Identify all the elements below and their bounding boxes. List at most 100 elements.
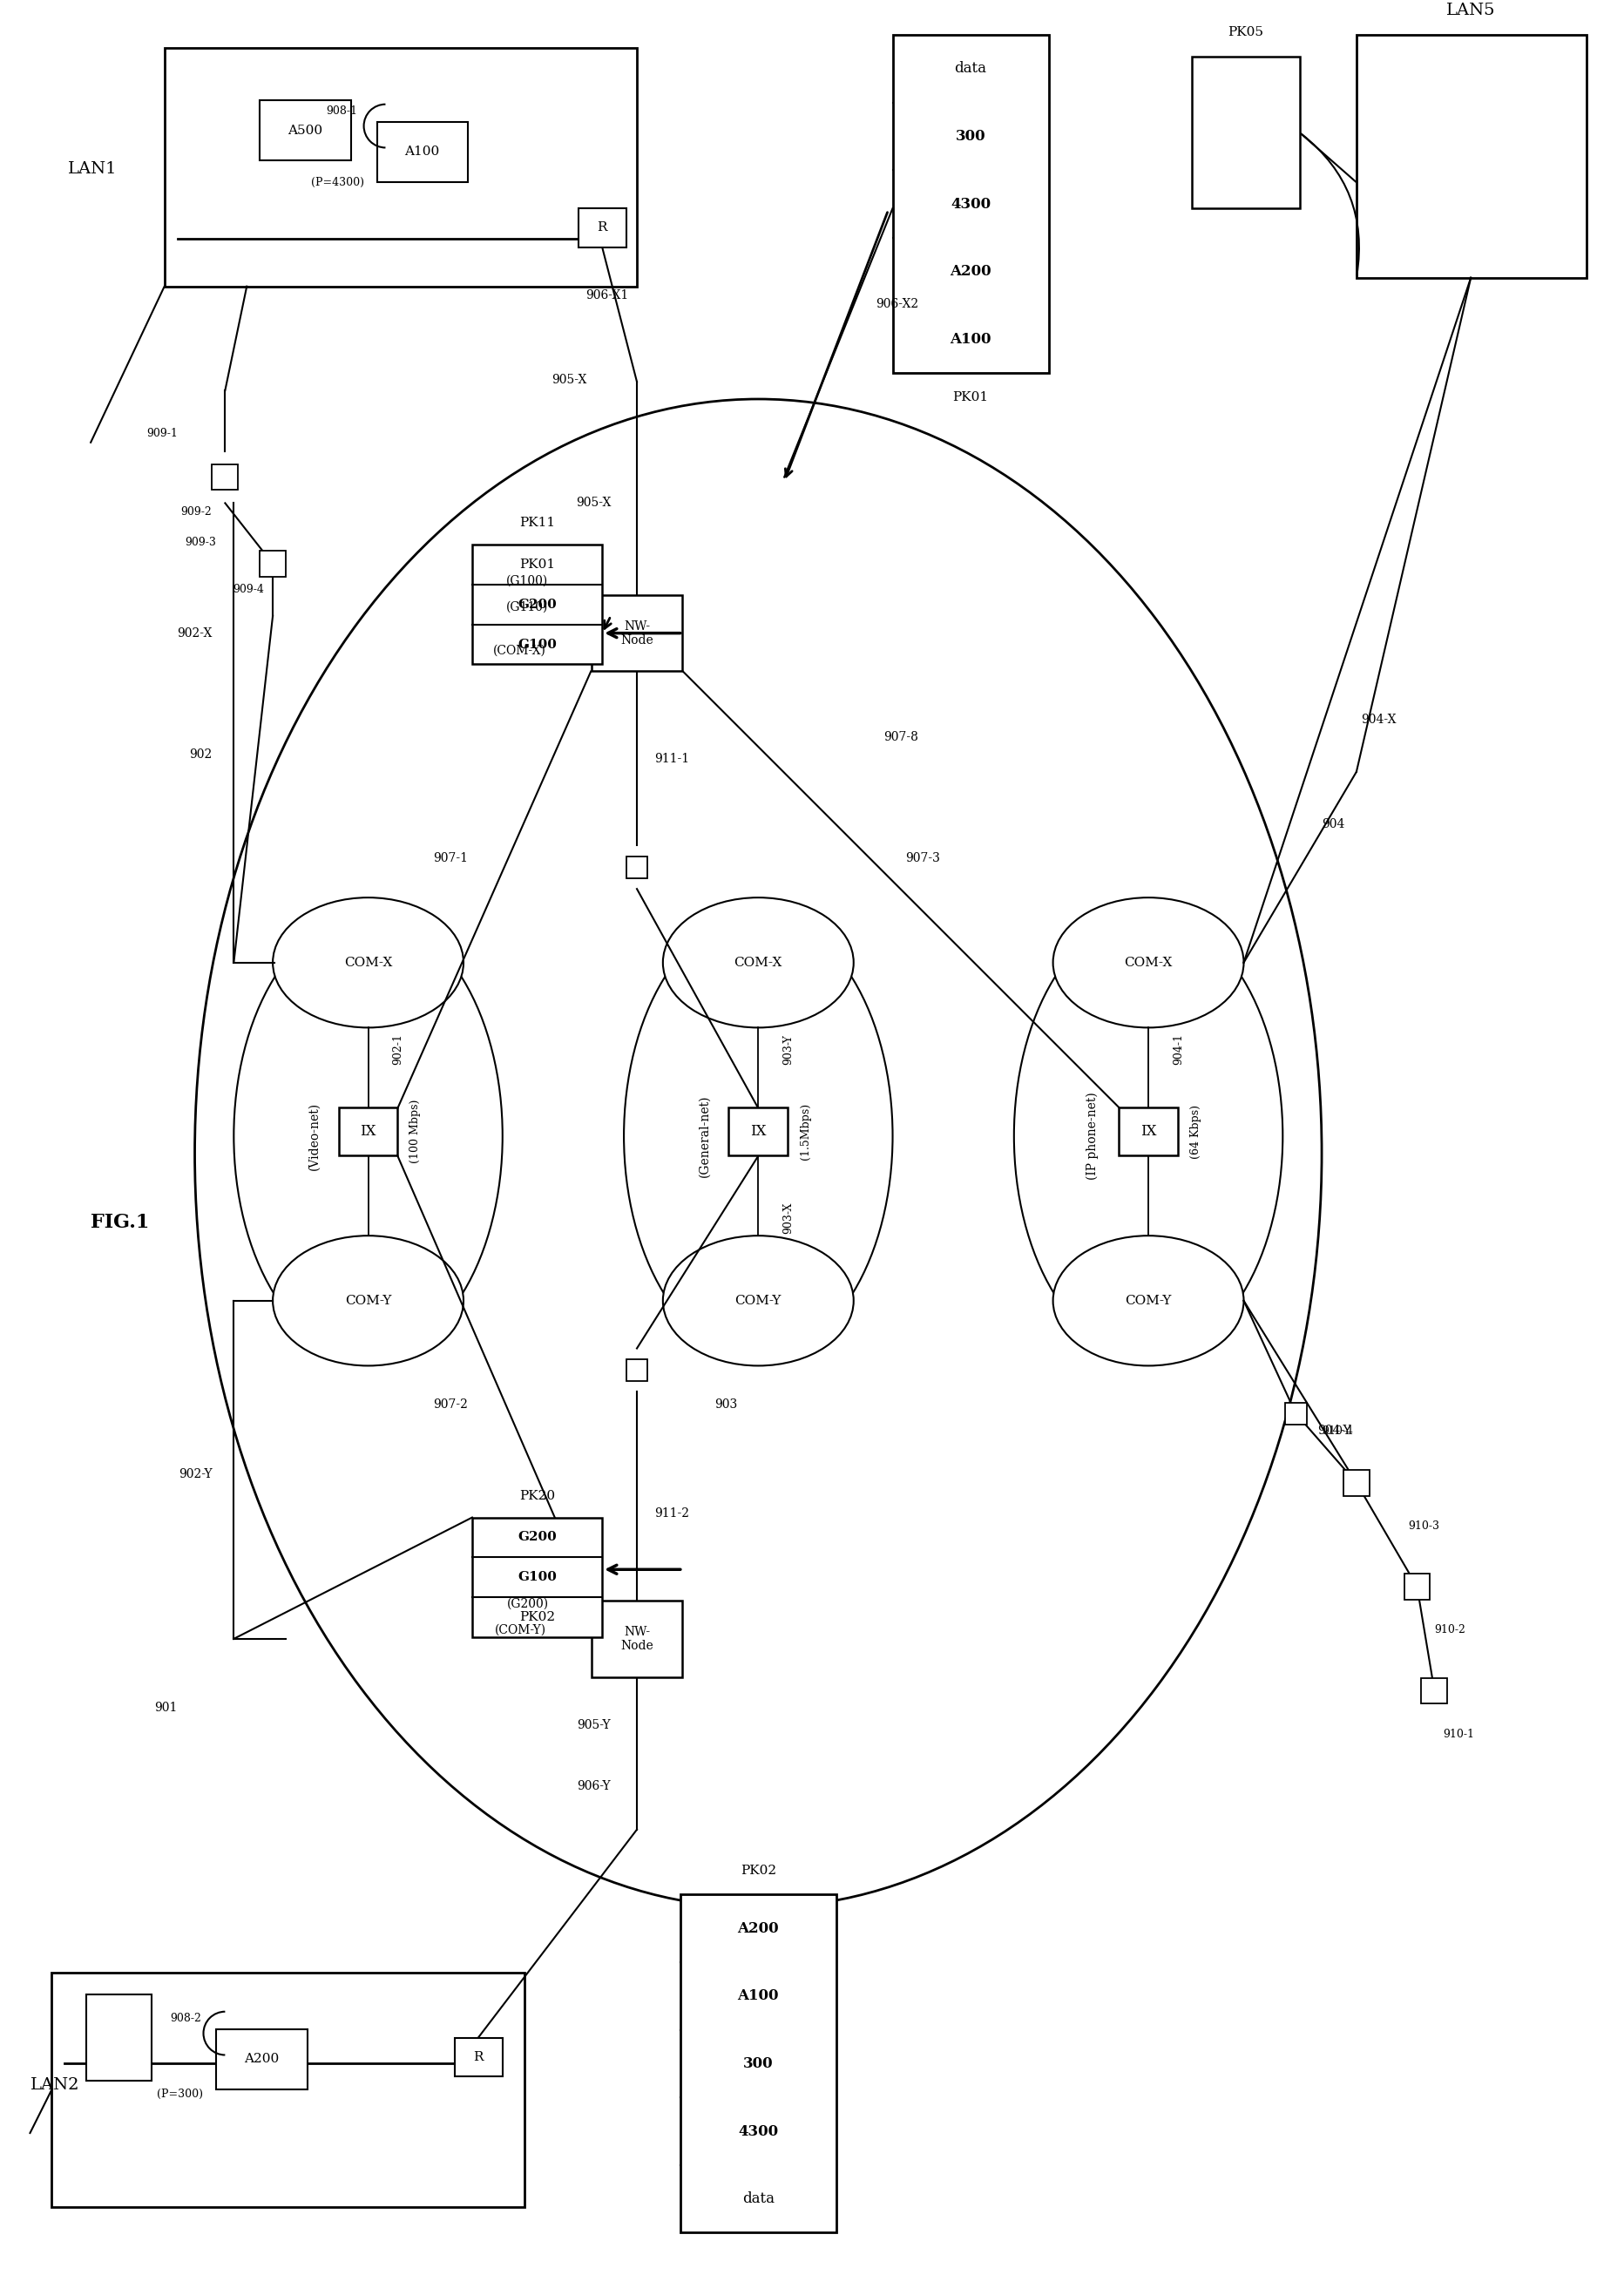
Ellipse shape xyxy=(273,899,463,1028)
Bar xyxy=(86,1995,151,2082)
Text: 907-3: 907-3 xyxy=(906,853,940,865)
Text: IX: IX xyxy=(1140,1124,1156,1140)
Bar xyxy=(591,596,682,671)
Text: PK05: PK05 xyxy=(1228,27,1263,39)
Text: 909-3: 909-3 xyxy=(185,537,216,548)
Bar xyxy=(591,1602,682,1677)
Text: 901: 901 xyxy=(154,1702,177,1715)
Text: 300: 300 xyxy=(955,130,986,143)
Ellipse shape xyxy=(624,915,893,1358)
Text: 904: 904 xyxy=(1322,817,1345,830)
Bar xyxy=(1192,57,1301,209)
Text: 902: 902 xyxy=(190,748,213,760)
Text: NW-
Node: NW- Node xyxy=(620,621,653,646)
Text: (G200): (G200) xyxy=(507,1597,549,1611)
Text: data: data xyxy=(955,61,987,75)
Text: 903: 903 xyxy=(715,1399,737,1410)
Text: COM-Y: COM-Y xyxy=(344,1294,391,1306)
FancyArrowPatch shape xyxy=(1302,134,1359,275)
Text: 908-2: 908-2 xyxy=(171,2013,201,2025)
Bar xyxy=(164,48,637,287)
Text: 910-4: 910-4 xyxy=(1322,1424,1353,1436)
Text: 908-1: 908-1 xyxy=(326,105,357,116)
Text: 909-2: 909-2 xyxy=(180,505,213,516)
Bar xyxy=(213,464,239,489)
Text: G100: G100 xyxy=(518,639,557,651)
Text: R: R xyxy=(473,2052,484,2063)
Text: (General-net): (General-net) xyxy=(698,1094,711,1176)
Ellipse shape xyxy=(1052,1235,1244,1365)
Text: (64 Kbps): (64 Kbps) xyxy=(1190,1106,1202,1158)
Text: 907-8: 907-8 xyxy=(883,730,919,744)
Text: 909-4: 909-4 xyxy=(232,585,265,596)
Text: 902-Y: 902-Y xyxy=(179,1467,213,1481)
Bar xyxy=(893,34,1049,373)
Ellipse shape xyxy=(1013,915,1283,1358)
Text: COM-Y: COM-Y xyxy=(1125,1294,1171,1306)
Text: G200: G200 xyxy=(518,598,557,610)
Text: (100 Mbps): (100 Mbps) xyxy=(409,1099,421,1163)
Bar xyxy=(216,2029,307,2091)
Bar xyxy=(625,855,648,878)
Text: A100: A100 xyxy=(950,332,991,346)
Text: 907-2: 907-2 xyxy=(434,1399,468,1410)
Text: 902-1: 902-1 xyxy=(393,1033,404,1065)
Text: 910-2: 910-2 xyxy=(1434,1624,1466,1636)
Text: data: data xyxy=(742,2191,775,2207)
Text: 903-Y: 903-Y xyxy=(783,1035,794,1065)
Bar xyxy=(729,1108,788,1156)
Text: PK02: PK02 xyxy=(520,1611,555,1624)
Text: NW-
Node: NW- Node xyxy=(620,1627,653,1652)
Ellipse shape xyxy=(273,1235,463,1365)
Text: 911-2: 911-2 xyxy=(654,1506,689,1520)
Text: 904-1: 904-1 xyxy=(1173,1033,1184,1065)
Text: G200: G200 xyxy=(518,1531,557,1542)
Text: A100: A100 xyxy=(737,1988,780,2004)
Ellipse shape xyxy=(1052,899,1244,1028)
Bar xyxy=(1285,1404,1307,1424)
Ellipse shape xyxy=(663,899,854,1028)
Text: PK01: PK01 xyxy=(520,560,555,571)
Text: 905-Y: 905-Y xyxy=(577,1720,611,1731)
Text: LAN1: LAN1 xyxy=(68,162,117,177)
Text: COM-X: COM-X xyxy=(344,955,393,969)
Bar xyxy=(260,551,286,578)
Text: LAN5: LAN5 xyxy=(1447,2,1496,18)
Text: PK11: PK11 xyxy=(520,516,555,530)
Text: (Video-net): (Video-net) xyxy=(309,1101,320,1169)
Text: (1.5Mbps): (1.5Mbps) xyxy=(801,1103,812,1160)
Text: PK20: PK20 xyxy=(520,1490,555,1502)
Text: PK01: PK01 xyxy=(953,391,989,403)
Text: COM-Y: COM-Y xyxy=(736,1294,781,1306)
Text: 902-X: 902-X xyxy=(177,628,213,639)
Text: A500: A500 xyxy=(287,125,322,136)
Text: FIG.1: FIG.1 xyxy=(91,1213,149,1233)
Text: 910-3: 910-3 xyxy=(1408,1520,1440,1531)
Bar xyxy=(260,100,351,162)
Bar xyxy=(1119,1108,1177,1156)
Text: 904-X: 904-X xyxy=(1361,714,1397,726)
Text: 300: 300 xyxy=(744,2057,773,2070)
Text: (P=300): (P=300) xyxy=(158,2088,203,2100)
Bar xyxy=(680,1895,836,2232)
Text: 904-Y: 904-Y xyxy=(1317,1424,1351,1438)
Text: LAN2: LAN2 xyxy=(31,2077,80,2093)
Bar xyxy=(377,121,468,182)
Text: PK02: PK02 xyxy=(741,1863,776,1877)
Text: (COM-Y): (COM-Y) xyxy=(494,1624,546,1636)
Text: 903-X: 903-X xyxy=(783,1203,794,1235)
Text: (COM-X): (COM-X) xyxy=(492,644,546,657)
Ellipse shape xyxy=(234,915,502,1358)
Bar xyxy=(1405,1574,1431,1599)
Text: G100: G100 xyxy=(518,1572,557,1583)
Bar xyxy=(339,1108,398,1156)
Text: 906-X1: 906-X1 xyxy=(585,289,628,300)
Text: IX: IX xyxy=(361,1124,377,1140)
Text: COM-X: COM-X xyxy=(1124,955,1173,969)
Text: 905-X: 905-X xyxy=(552,373,586,387)
Text: A200: A200 xyxy=(737,1920,780,1936)
Text: (G110): (G110) xyxy=(507,601,549,614)
Bar xyxy=(625,1358,648,1381)
Text: 909-1: 909-1 xyxy=(146,428,177,439)
Text: 911-1: 911-1 xyxy=(654,753,689,764)
